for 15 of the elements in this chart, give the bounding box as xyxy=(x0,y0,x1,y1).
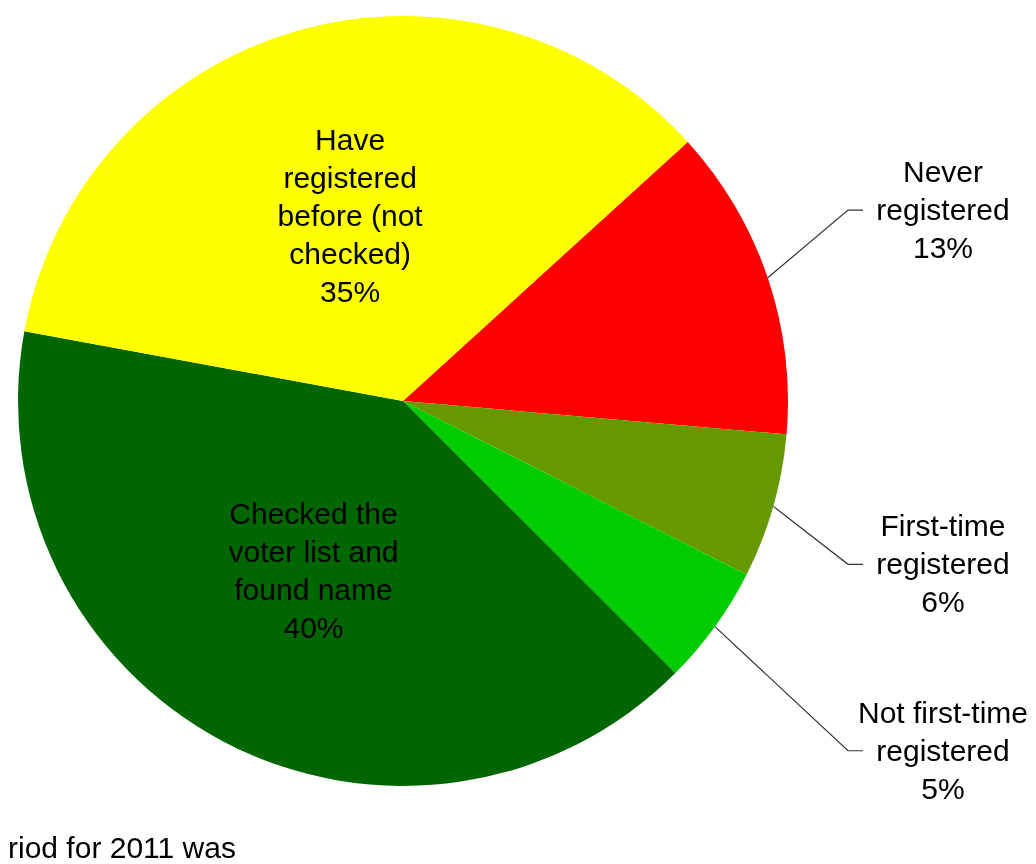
data-label: 6% xyxy=(921,585,965,619)
slice-label: First-time registered xyxy=(876,509,1010,581)
pie-slice xyxy=(18,331,676,786)
slice-label: Never registered xyxy=(876,155,1010,227)
text: riod for 2011 was xyxy=(8,831,236,864)
slice-label: Have registered before (not checked) xyxy=(277,122,424,270)
slice-label: Checked the voter list and found name xyxy=(228,497,399,607)
data-label: 13% xyxy=(912,231,974,265)
data-label: 5% xyxy=(921,771,965,805)
pie-slice xyxy=(403,401,747,674)
data-label: 35% xyxy=(320,274,381,308)
slice-label: Not first-time registered xyxy=(857,695,1029,767)
pie-slice xyxy=(24,16,688,401)
data-label: 40% xyxy=(283,611,344,645)
pie-slice xyxy=(403,401,787,575)
